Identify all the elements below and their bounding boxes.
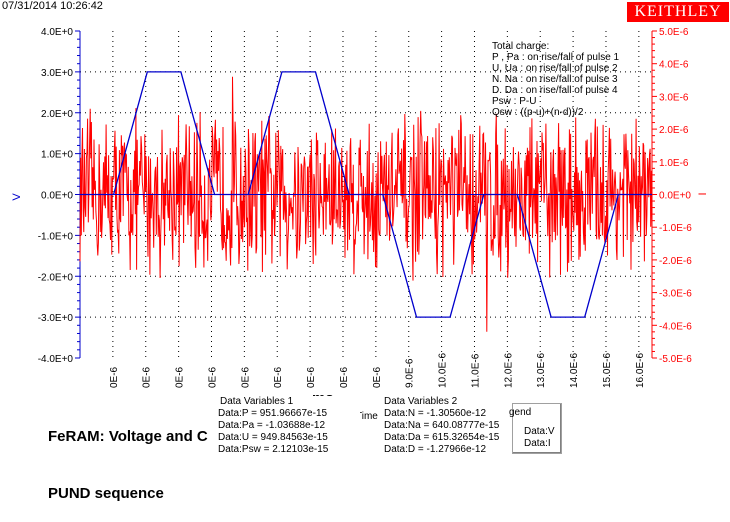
annotation-line: Total charge:	[492, 41, 550, 52]
data-variables-2-row: Data:D = -1.27966e-12	[384, 444, 487, 455]
x-tick-label: 0E-6	[207, 366, 218, 388]
data-variables-1-row: Data:U = 949.84563e-15	[218, 432, 328, 443]
annotation-line: N. Na : on rise/fall of pulse 3	[492, 74, 618, 85]
data-variables-2-title: Data Variables 2	[384, 396, 458, 407]
chart-canvas: 4.0E+0 3.0E+0 2.0E+0 1.0E+0 0.0E+0 -1.0E+0 -2.…	[11, 27, 709, 388]
y-right-tick-label: 2.0E-6	[659, 125, 689, 136]
y-right-tick-label: 1.0E-6	[659, 158, 689, 169]
legend-title: gend	[509, 407, 532, 418]
x-tick-label: 0E-6	[240, 366, 251, 388]
chart-title: FeRAM: Voltage and C PUND sequence	[48, 389, 208, 522]
annotation-line: Qsw : ((p-u)+(n-d))/2	[492, 107, 584, 118]
title-line-2: PUND sequence	[48, 485, 164, 502]
x-tick-label: 0E-6	[142, 366, 153, 388]
data-variables-1-row: Data:Psw = 2.12103e-15	[218, 444, 329, 455]
annotation-line: Psw : P-U	[492, 96, 537, 107]
y-right-tick-label: 4.0E-6	[659, 60, 689, 71]
x-tick-label: 0E-6	[109, 366, 120, 388]
y-right-axis: 5.0E-6 4.0E-6 3.0E-6 2.0E-6 1.0E-6 0.0E+0 -1.0…	[651, 27, 692, 365]
x-tick-label: 12.0E-6	[503, 353, 514, 388]
x-tick-label: 0E-6	[175, 366, 186, 388]
x-axis-label: Time	[356, 411, 378, 422]
data-variables-1-box: Data Variables 1 Data:P = 951.96667e-15 …	[218, 396, 360, 466]
y-left-label: V	[11, 193, 23, 201]
x-tick-label: 14.0E-6	[569, 353, 580, 388]
x-tick-label: 9.0E-6	[405, 358, 416, 388]
x-tick-label: 0E-6	[339, 366, 350, 388]
x-tick-label: 0E-6	[372, 366, 383, 388]
charge-annotation: Total charge: P , Pa : on rise/fall of pu…	[492, 41, 619, 118]
x-tick-label: 0E-6	[306, 366, 317, 388]
title-line-1: FeRAM: Voltage and C	[48, 428, 208, 445]
keithley-logo: KEITHLEY	[627, 2, 729, 22]
y-left-tick-label: -3.0E+0	[38, 313, 74, 324]
voltage-trace-line	[80, 71, 652, 318]
x-tick-label: 16.0E-6	[635, 353, 646, 388]
y-left-tick-label: -4.0E+0	[38, 354, 74, 365]
y-right-tick-label: -1.0E-6	[659, 223, 692, 234]
voltage-series	[80, 71, 652, 318]
y-right-tick-label: 0.0E+0	[659, 191, 691, 202]
y-left-tick-label: 1.0E+0	[41, 150, 73, 161]
data-variables-2-row: Data:Na = 640.08777e-15	[384, 420, 500, 431]
x-axis: 0E-6 0E-6 0E-6 0E-6 0E-6 0E-6 0E-6 0E-6 0E-6 9.0E…	[109, 353, 646, 388]
data-variables-1-row: Data:P = 951.96667e-15	[218, 408, 328, 419]
timestamp: 07/31/2014 10:26:42	[2, 0, 103, 12]
y-right-tick-label: -2.0E-6	[659, 256, 692, 267]
data-variables-1-title: Data Variables 1	[220, 396, 294, 407]
x-tick-label: 15.0E-6	[602, 353, 613, 388]
annotation-line: P , Pa : on rise/fall of pulse 1	[492, 52, 620, 63]
legend-entry-current: Data:I	[524, 438, 551, 449]
y-right-tick-label: 3.0E-6	[659, 92, 689, 103]
x-tick-label: 11.0E-6	[470, 353, 481, 388]
data-variables-1-row: Data:Pa = -1.03688e-12	[218, 420, 326, 431]
legend-box[interactable]: gend Data:V Data:I	[509, 403, 562, 454]
y-right-tick-label: -4.0E-6	[659, 321, 692, 332]
y-left-tick-label: 2.0E+0	[41, 109, 73, 120]
annotation-line: U, Ua : on rise/fall of pulse 2	[492, 63, 618, 74]
y-right-label: I	[697, 192, 709, 195]
data-variables-2-row: Data:Da = 615.32654e-15	[384, 432, 500, 443]
y-left-tick-label: 3.0E+0	[41, 68, 73, 79]
x-tick-label: 13.0E-6	[536, 353, 547, 388]
y-left-axis: 4.0E+0 3.0E+0 2.0E+0 1.0E+0 0.0E+0 -1.0E+0 -2.…	[38, 27, 81, 365]
x-tick-label: 10.0E-6	[438, 353, 449, 388]
legend-entry-voltage: Data:V	[524, 426, 555, 437]
data-variables-2-box: Data Variables 2 Data:N = -1.30560e-12 D…	[384, 396, 518, 466]
y-left-tick-label: -1.0E+0	[38, 231, 74, 242]
y-left-tick-label: 0.0E+0	[41, 191, 73, 202]
data-variables-2-row: Data:N = -1.30560e-12	[384, 408, 487, 419]
y-right-tick-label: 5.0E-6	[659, 27, 689, 38]
x-tick-label: 0E-6	[273, 366, 284, 388]
y-left-tick-label: -2.0E+0	[38, 272, 74, 283]
y-right-tick-label: -3.0E-6	[659, 289, 692, 300]
y-right-tick-label: -5.0E-6	[659, 354, 692, 365]
annotation-line: D. Da : on rise/fall of pulse 4	[492, 85, 618, 96]
y-left-tick-label: 4.0E+0	[41, 27, 73, 38]
